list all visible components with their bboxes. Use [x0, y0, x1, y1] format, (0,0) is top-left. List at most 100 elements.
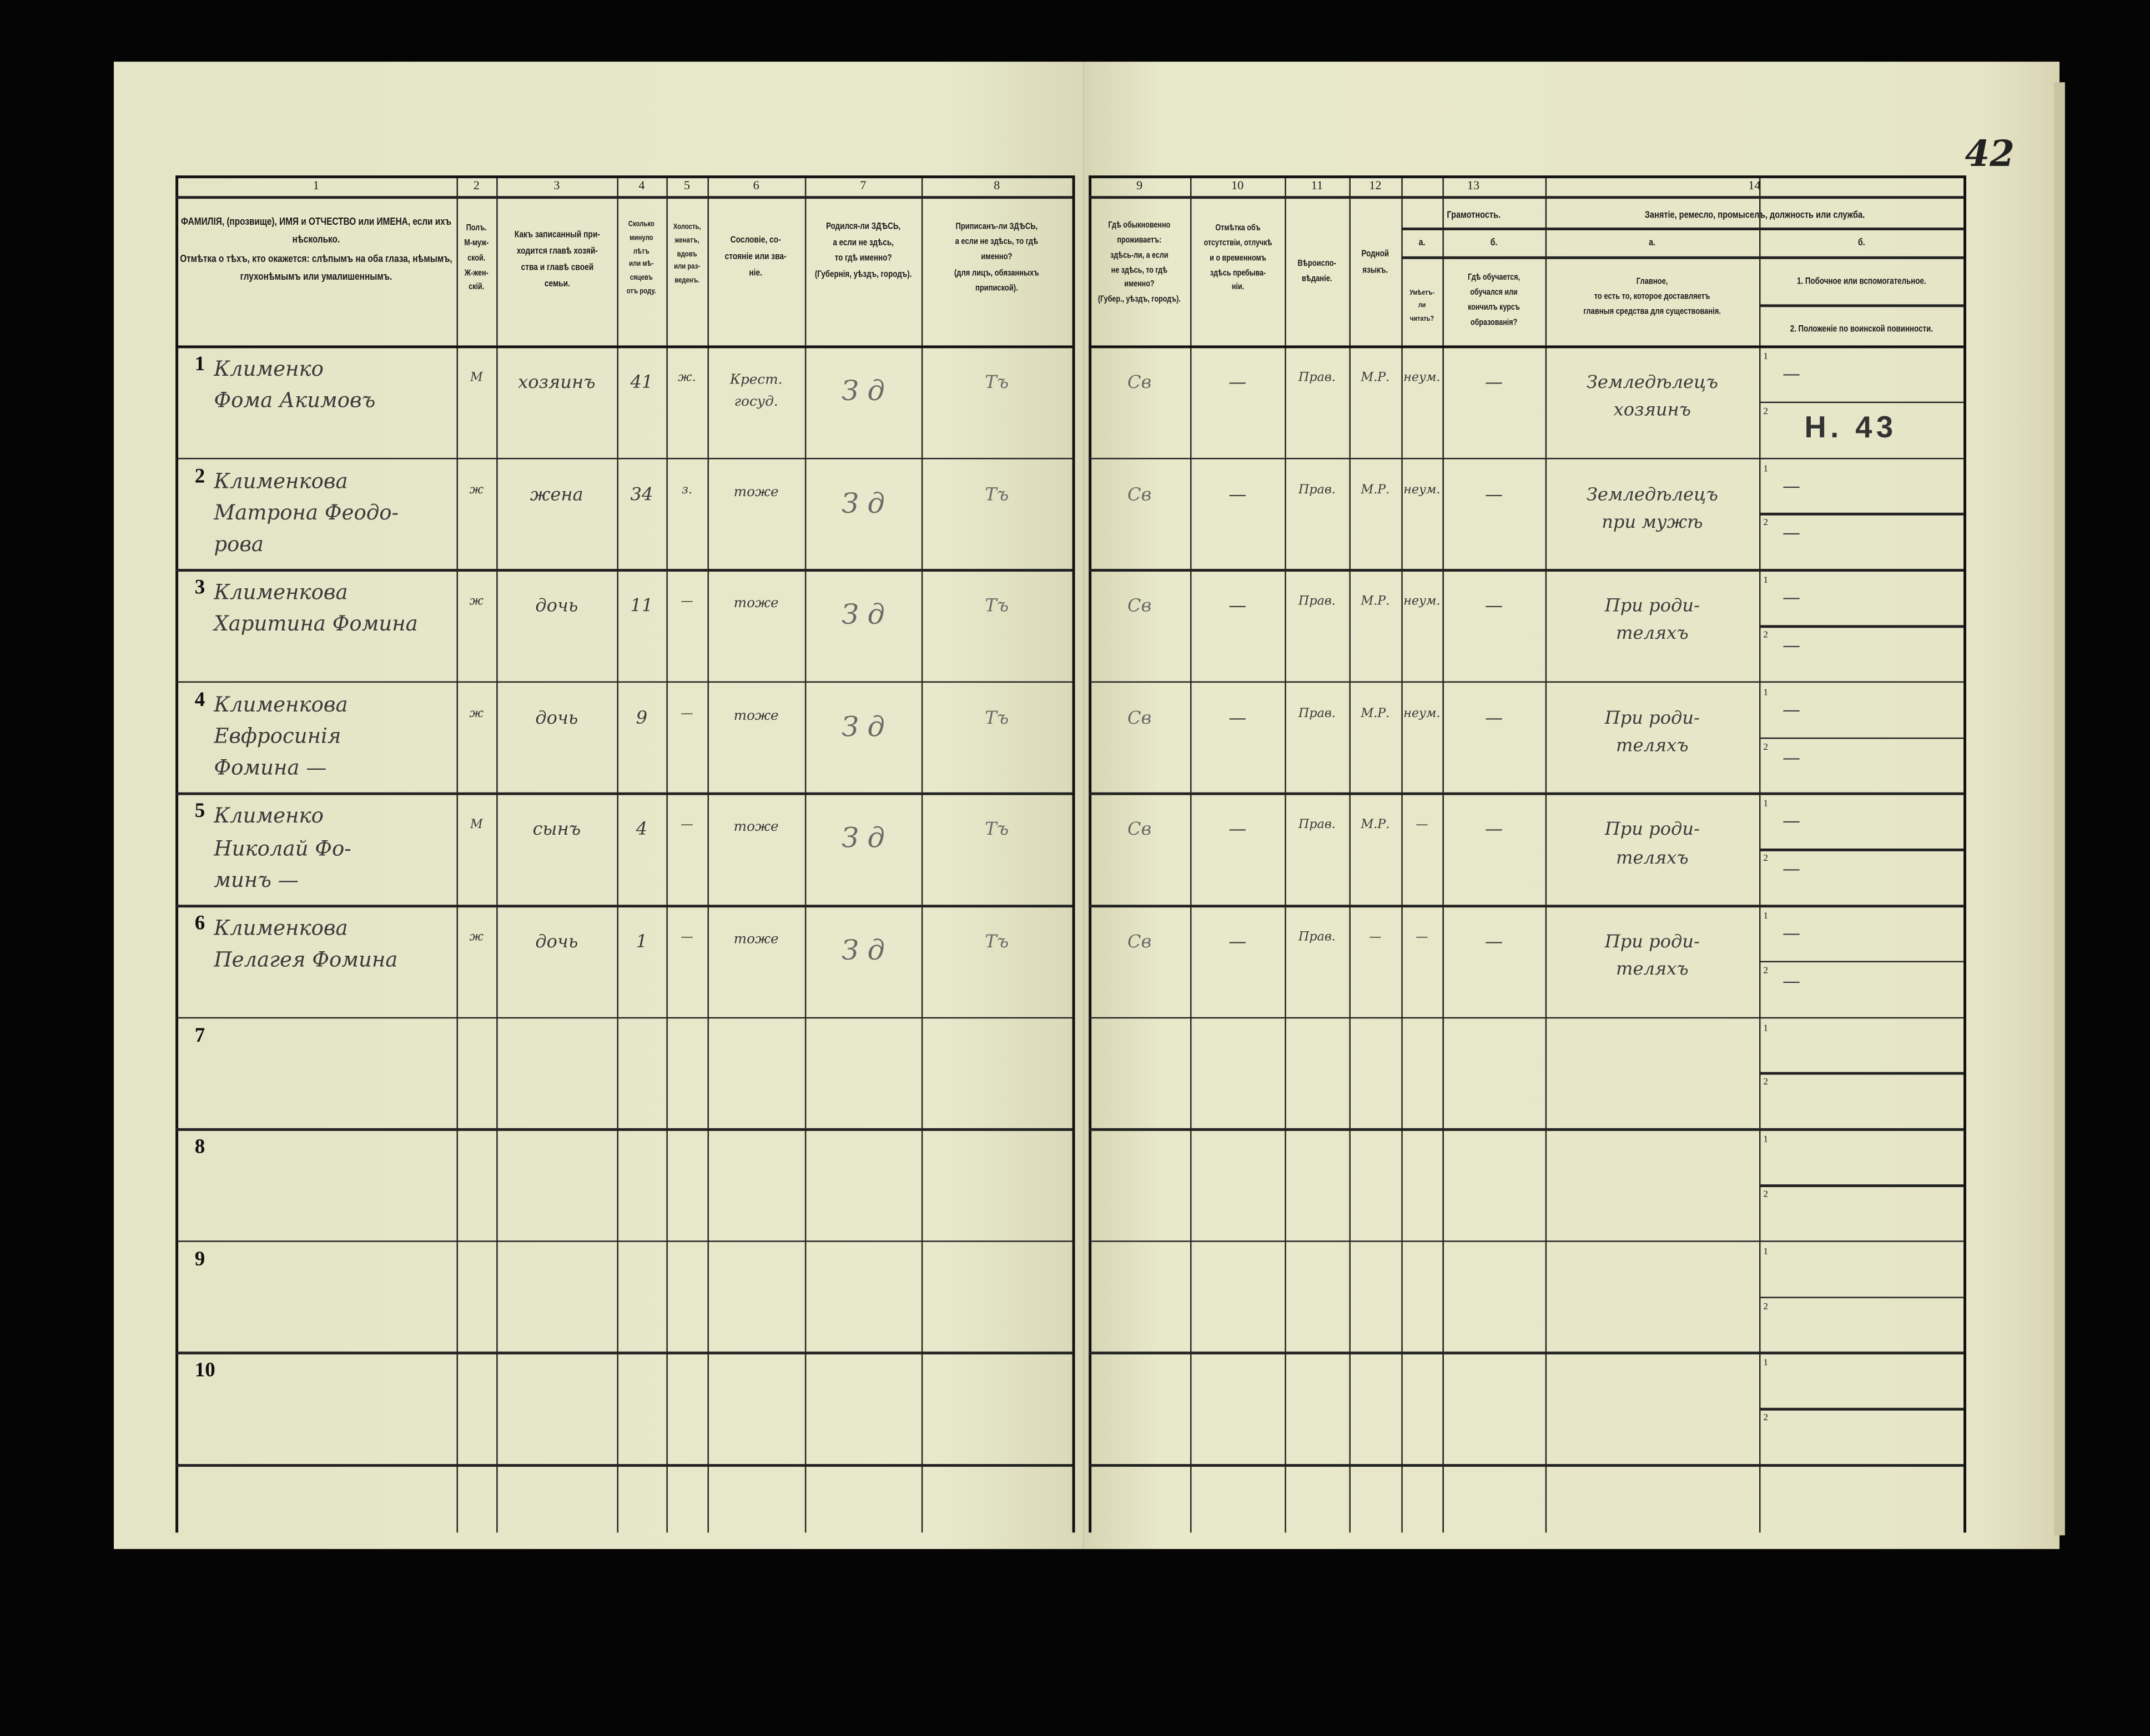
header-c11: Вѣроиспо- вѣданіе.	[1297, 259, 1337, 284]
row-number: 1	[194, 354, 205, 376]
cell-side-occupation: —	[1783, 812, 1801, 833]
header-c14b1: 1. Побочное или вспомогательное.	[1796, 276, 1926, 287]
row-rule	[1089, 905, 1964, 907]
page-number: 42	[1965, 134, 2015, 176]
cell-marital: —	[681, 595, 693, 609]
column-rule	[1190, 175, 1192, 1533]
cell-residence: Св	[1127, 932, 1152, 953]
header-c6: Сословіе, со- стояніе или зва- ніе.	[725, 235, 787, 278]
row-number: 5	[194, 801, 205, 823]
cell-residence: Св	[1127, 596, 1152, 617]
row-number: 2	[194, 465, 205, 488]
cell-born: З д	[841, 821, 885, 855]
cell-language: М.Р.	[1361, 819, 1390, 833]
cell-school: —	[1485, 596, 1503, 617]
cell-marital: —	[681, 931, 693, 945]
subrow-label: 1	[1763, 1245, 1769, 1257]
column-number: 2	[473, 178, 480, 192]
subrow-label: 2	[1763, 1188, 1769, 1200]
subrow-label: 2	[1763, 1412, 1769, 1424]
column-number: 8	[994, 178, 1000, 192]
cell-registered: Тъ	[985, 932, 1009, 953]
row-rule	[1089, 681, 1964, 683]
occupation-subrow-rule	[1759, 625, 1964, 628]
header-c7: Родился-ли ЗДѢСЬ, а если не здѣсь, то гд…	[814, 222, 912, 279]
row-rule	[175, 1128, 1073, 1131]
row-number: 4	[194, 689, 205, 711]
cell-sex: ж	[469, 483, 484, 497]
row-rule	[1089, 569, 1964, 572]
column-rule	[1442, 256, 1444, 1533]
cell-language: М.Р.	[1361, 595, 1390, 609]
cell-relation: дочь	[535, 932, 578, 953]
subrow-label: 1	[1763, 1134, 1769, 1145]
header-c3: Какъ записанный при- ходится главѣ хозяй…	[513, 230, 600, 289]
cell-absence: —	[1228, 932, 1247, 953]
header-c14a: Главное, то есть то, которое доставляетъ…	[1583, 276, 1721, 317]
row-rule	[1089, 1016, 1964, 1019]
header-c14: Занятіе, ремесло, промыселъ, должность и…	[1644, 208, 1865, 221]
header-c5: Холость, женатъ, вдовъ или раз- веденъ.	[673, 223, 701, 286]
row-rule	[175, 457, 1073, 460]
cell-military-status: —	[1783, 860, 1801, 881]
column-rule	[617, 175, 618, 1533]
cell-literate: неум.	[1403, 595, 1441, 609]
cell-language: М.Р.	[1361, 371, 1390, 386]
cell-school: —	[1485, 820, 1503, 841]
column-number: 12	[1369, 178, 1382, 192]
cell-religion: Прав.	[1298, 819, 1336, 833]
column-rule	[707, 175, 709, 1533]
row-rule	[175, 1352, 1073, 1355]
subrow-label: 2	[1763, 1300, 1769, 1311]
column-rule	[1545, 175, 1547, 1533]
column-rule	[175, 175, 179, 1533]
row-rule	[175, 905, 1073, 907]
header-c1: ФАМИЛІЯ, (прозвище), ИМЯ и ОТЧЕСТВО или …	[180, 215, 452, 282]
cell-occupation: При роди- теляхъ	[1604, 820, 1700, 869]
subrow-label: 2	[1763, 965, 1769, 976]
person-name: Клименко Николай Фо- минъ —	[214, 804, 351, 892]
subrow-label: 1	[1763, 1022, 1769, 1033]
column-rule	[1759, 175, 1761, 1533]
cell-registered: Тъ	[985, 372, 1009, 393]
header-c13: Грамотность.	[1446, 208, 1501, 221]
column-rule	[1963, 175, 1966, 1533]
cell-side-occupation: —	[1783, 476, 1801, 497]
column-number: 1	[313, 178, 319, 192]
cell-military-status: —	[1783, 971, 1801, 992]
header-c14b_letter: б.	[1857, 238, 1865, 249]
cell-school: —	[1485, 708, 1503, 729]
cell-born: З д	[841, 374, 885, 407]
person-name: Клименкова Харитина Фомина	[214, 580, 418, 637]
header-rule	[1759, 304, 1964, 307]
occupation-subrow-rule	[1759, 1296, 1964, 1299]
header-rule	[175, 196, 1073, 198]
cell-estate: тоже	[733, 932, 779, 947]
top-border	[1089, 175, 1964, 179]
cell-occupation: При роди- теляхъ	[1604, 596, 1700, 645]
occupation-subrow-rule	[1759, 736, 1964, 739]
header-c13a_letter: а.	[1418, 238, 1426, 249]
cell-marital: —	[681, 707, 693, 721]
header-c13b: Гдѣ обучается, обучался или кончилъ курс…	[1468, 272, 1520, 327]
cell-registered: Тъ	[985, 485, 1009, 506]
cell-absence: —	[1228, 485, 1247, 506]
header-c14a_letter: а.	[1649, 238, 1656, 249]
row-rule	[175, 1464, 1073, 1466]
column-rule	[1089, 175, 1092, 1533]
cell-age: 1	[636, 932, 648, 953]
cell-sex: ж	[469, 595, 484, 609]
cell-marital: ж.	[678, 371, 696, 386]
cell-born: З д	[841, 598, 885, 631]
row-rule	[1089, 793, 1964, 795]
column-rule	[666, 175, 668, 1533]
cell-literate: неум.	[1403, 483, 1441, 497]
column-number: 3	[553, 178, 560, 192]
column-rule	[1072, 175, 1075, 1533]
military-status-stamp: Н. 43	[1804, 410, 1897, 444]
cell-occupation: Земледѣлецъ хозяинъ	[1586, 372, 1718, 421]
column-number: 10	[1231, 178, 1244, 192]
cell-age: 41	[630, 372, 653, 393]
row-rule	[175, 1016, 1073, 1019]
right-page	[1083, 62, 2060, 1550]
